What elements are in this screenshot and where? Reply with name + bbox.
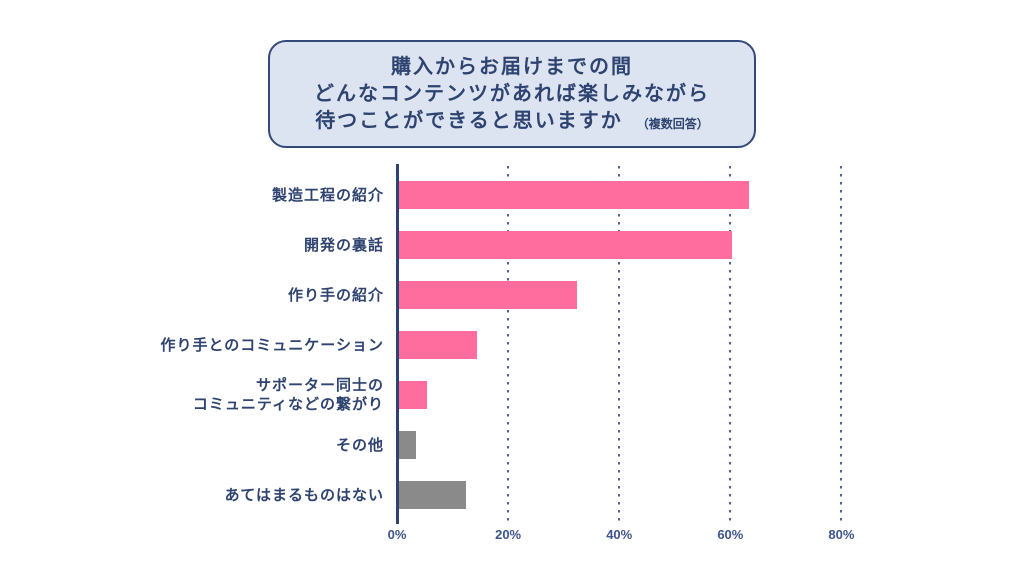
chart-row: あてはまるものはない xyxy=(150,470,897,520)
axis-tick-label: 20% xyxy=(495,527,522,542)
gridline-40 xyxy=(618,166,621,526)
category-label: 作り手とのコミュニケーション xyxy=(160,336,384,354)
category-label: 開発の裏話 xyxy=(303,236,384,254)
category-label: あてはまるものはない xyxy=(224,486,384,504)
axis-baseline xyxy=(396,164,399,524)
chart-row: 製造工程の紹介 xyxy=(150,170,897,220)
title-line-3-text: 待つことができると思いますか xyxy=(315,109,623,132)
chart-row: サポーター同士の コミュニティなどの繋がり xyxy=(150,370,897,420)
bar-track xyxy=(397,281,897,309)
gridline-60 xyxy=(729,166,732,526)
bar-track xyxy=(397,231,897,259)
bar-value-14pct xyxy=(399,331,477,359)
bar-track xyxy=(397,481,897,509)
chart-grid xyxy=(396,164,897,526)
bar-value-63pct xyxy=(399,181,749,209)
bar-chart: 製造工程の紹介開発の裏話作り手の紹介作り手とのコミュニケーションサポーター同士の… xyxy=(150,170,897,520)
bar-track xyxy=(397,431,897,459)
bar-track xyxy=(397,331,897,359)
x-axis-tick-labels: 0% 20% 40% 60% 80% xyxy=(388,527,897,545)
bar-track xyxy=(397,381,897,409)
chart-title-box: 購入からお届けまでの間 どんなコンテンツがあれば楽しみながら 待つことができると… xyxy=(268,40,756,148)
category-label: サポーター同士の コミュニティなどの繋がり xyxy=(192,377,384,413)
axis-tick-label: 80% xyxy=(828,527,855,542)
bar-value-60pct xyxy=(399,231,733,259)
category-label: 作り手の紹介 xyxy=(287,286,384,304)
bar-value-12pct xyxy=(399,481,466,509)
title-line-3: 待つことができると思いますか （複数回答） xyxy=(315,108,709,135)
title-line-2: どんなコンテンツがあれば楽しみながら xyxy=(314,82,710,105)
category-label: 製造工程の紹介 xyxy=(271,186,384,204)
axis-tick-label: 40% xyxy=(606,527,633,542)
chart-row: 作り手とのコミュニケーション xyxy=(150,320,897,370)
axis-tick-label: 0% xyxy=(387,527,407,542)
multiple-answer-note: （複数回答） xyxy=(636,116,709,131)
bar-value-32pct xyxy=(399,281,577,309)
chart-row: 作り手の紹介 xyxy=(150,270,897,320)
bar-value-5pct xyxy=(399,381,427,409)
category-label: その他 xyxy=(335,436,384,454)
bar-track xyxy=(397,181,897,209)
title-line-1: 購入からお届けまでの間 xyxy=(391,55,633,78)
axis-tick-label: 60% xyxy=(717,527,744,542)
chart-row: 開発の裏話 xyxy=(150,220,897,270)
gridline-20 xyxy=(507,166,510,526)
gridline-80 xyxy=(840,166,843,526)
chart-row: その他 xyxy=(150,420,897,470)
bar-value-3pct xyxy=(399,431,416,459)
